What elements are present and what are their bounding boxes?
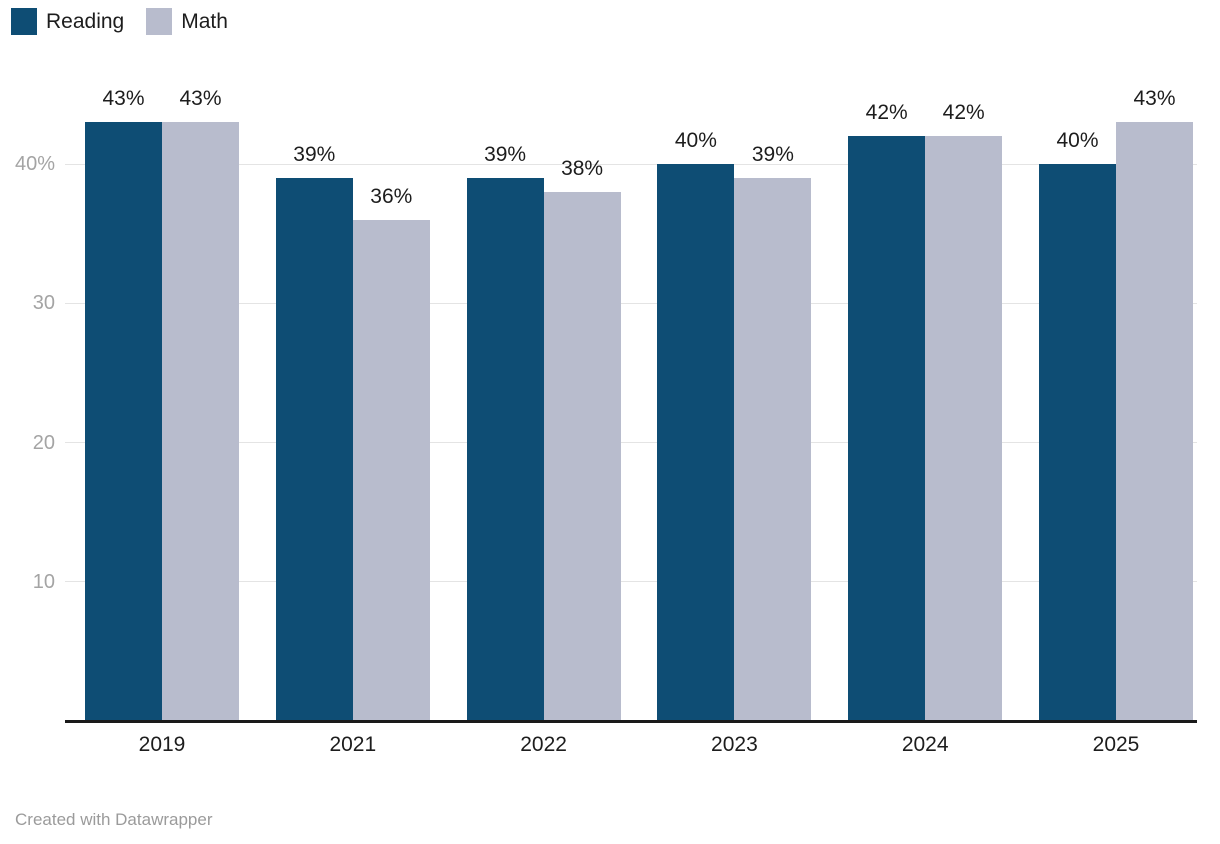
legend-label: Reading [46,10,125,33]
bar-reading-2022 [466,178,544,721]
bar-value-label: 42% [942,101,985,125]
bar-math-2025 [1116,122,1193,721]
bar-reading-2019 [85,122,162,721]
x-axis-label-2022: 2022 [520,733,567,756]
gridline-30 [65,302,1197,304]
bar-value-label: 39% [484,143,527,167]
attribution-text: Created with Datawrapper [15,810,213,829]
legend-item-reading: Reading [11,8,124,35]
y-axis-tick-label: 10 [32,570,55,593]
bar-value-label: 43% [179,87,222,111]
y-axis-tick-label: 20 [32,431,55,454]
legend: Reading Math [11,8,250,35]
gridline-40 [65,163,1197,165]
legend-label: Math [181,10,228,33]
y-axis-tick-label: 30 [32,292,55,315]
legend-swatch-icon [11,8,37,35]
bar-reading-2024 [848,136,926,721]
x-axis-baseline [65,720,1197,723]
bar-math-2023 [734,178,812,721]
bar-value-label: 43% [1133,87,1176,111]
gridline-10 [65,581,1197,583]
x-axis-label-2019: 2019 [138,733,186,756]
bar-value-label: 43% [102,87,145,111]
legend-swatch-icon [146,8,173,35]
bar-reading-2023 [657,164,735,721]
bar-math-2022 [543,192,621,721]
y-axis-tick-label: 40% [14,153,55,176]
x-axis-label-2023: 2023 [711,733,758,756]
bar-math-2024 [925,136,1003,721]
bar-value-label: 40% [1056,129,1099,153]
gridline-20 [65,442,1197,444]
legend-item-math: Math [146,8,228,35]
x-axis-label-2021: 2021 [329,733,377,756]
bar-value-label: 36% [370,184,413,208]
bar-value-label: 39% [751,143,794,167]
bar-math-2021 [352,219,430,721]
bar-value-label: 42% [865,101,908,125]
x-axis-label-2024: 2024 [901,733,949,756]
bar-value-label: 39% [293,143,336,167]
x-axis-label-2025: 2025 [1092,733,1140,756]
bar-value-label: 38% [561,157,604,181]
bar-value-label: 40% [674,129,717,153]
bar-reading-2025 [1039,164,1116,721]
bar-reading-2021 [275,178,353,721]
bar-math-2019 [162,122,239,721]
